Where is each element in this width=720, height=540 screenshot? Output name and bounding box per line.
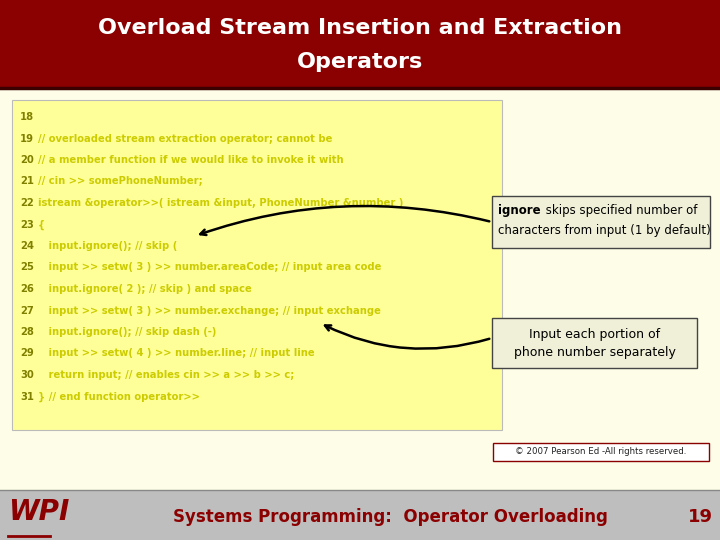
Text: © 2007 Pearson Ed -All rights reserved.: © 2007 Pearson Ed -All rights reserved. <box>516 448 687 456</box>
Bar <box>492 196 710 248</box>
Text: input.ignore(); // skip dash (-): input.ignore(); // skip dash (-) <box>38 327 217 337</box>
Text: input >> setw( 3 ) >> number.exchange; // input exchange: input >> setw( 3 ) >> number.exchange; /… <box>38 306 381 315</box>
Text: input >> setw( 4 ) >> number.line; // input line: input >> setw( 4 ) >> number.line; // in… <box>38 348 315 359</box>
Text: WPI: WPI <box>8 498 69 526</box>
Text: 18: 18 <box>20 112 34 122</box>
Text: input.ignore( 2 ); // skip ) and space: input.ignore( 2 ); // skip ) and space <box>38 284 252 294</box>
Text: input.ignore(); // skip (: input.ignore(); // skip ( <box>38 241 177 251</box>
Text: 26: 26 <box>20 284 34 294</box>
Text: istream &operator>>( istream &input, PhoneNumber &number ): istream &operator>>( istream &input, Pho… <box>38 198 403 208</box>
Text: // cin >> somePhoneNumber;: // cin >> somePhoneNumber; <box>38 177 203 186</box>
Bar <box>12 100 502 430</box>
Text: 22: 22 <box>20 198 34 208</box>
Bar <box>493 443 709 461</box>
Text: input >> setw( 3 ) >> number.areaCode; // input area code: input >> setw( 3 ) >> number.areaCode; /… <box>38 262 382 273</box>
Bar <box>492 318 697 368</box>
Text: Operators: Operators <box>297 52 423 72</box>
Text: 27: 27 <box>20 306 34 315</box>
Text: characters from input (1 by default): characters from input (1 by default) <box>498 224 711 237</box>
Text: Systems Programming:  Operator Overloading: Systems Programming: Operator Overloadin… <box>173 508 608 526</box>
Text: skips specified number of: skips specified number of <box>542 204 698 217</box>
Text: 24: 24 <box>20 241 34 251</box>
Text: 19: 19 <box>688 508 713 526</box>
Text: 25: 25 <box>20 262 34 273</box>
Text: Overload Stream Insertion and Extraction: Overload Stream Insertion and Extraction <box>98 18 622 38</box>
Text: 21: 21 <box>20 177 34 186</box>
Text: 20: 20 <box>20 155 34 165</box>
Text: 28: 28 <box>20 327 34 337</box>
Text: // a member function if we would like to invoke it with: // a member function if we would like to… <box>38 155 343 165</box>
Text: // overloaded stream extraction operator; cannot be: // overloaded stream extraction operator… <box>38 133 333 144</box>
Bar <box>0 0 720 88</box>
Bar <box>0 490 720 540</box>
Text: ignore: ignore <box>498 204 541 217</box>
Text: 29: 29 <box>20 348 34 359</box>
Text: return input; // enables cin >> a >> b >> c;: return input; // enables cin >> a >> b >… <box>38 370 294 380</box>
Text: 31: 31 <box>20 392 34 402</box>
Text: 23: 23 <box>20 219 34 230</box>
Text: Input each portion of: Input each portion of <box>529 328 660 341</box>
Text: 30: 30 <box>20 370 34 380</box>
Text: phone number separately: phone number separately <box>513 346 675 359</box>
Text: {: { <box>38 219 45 230</box>
Text: 19: 19 <box>20 133 34 144</box>
Text: } // end function operator>>: } // end function operator>> <box>38 392 200 402</box>
